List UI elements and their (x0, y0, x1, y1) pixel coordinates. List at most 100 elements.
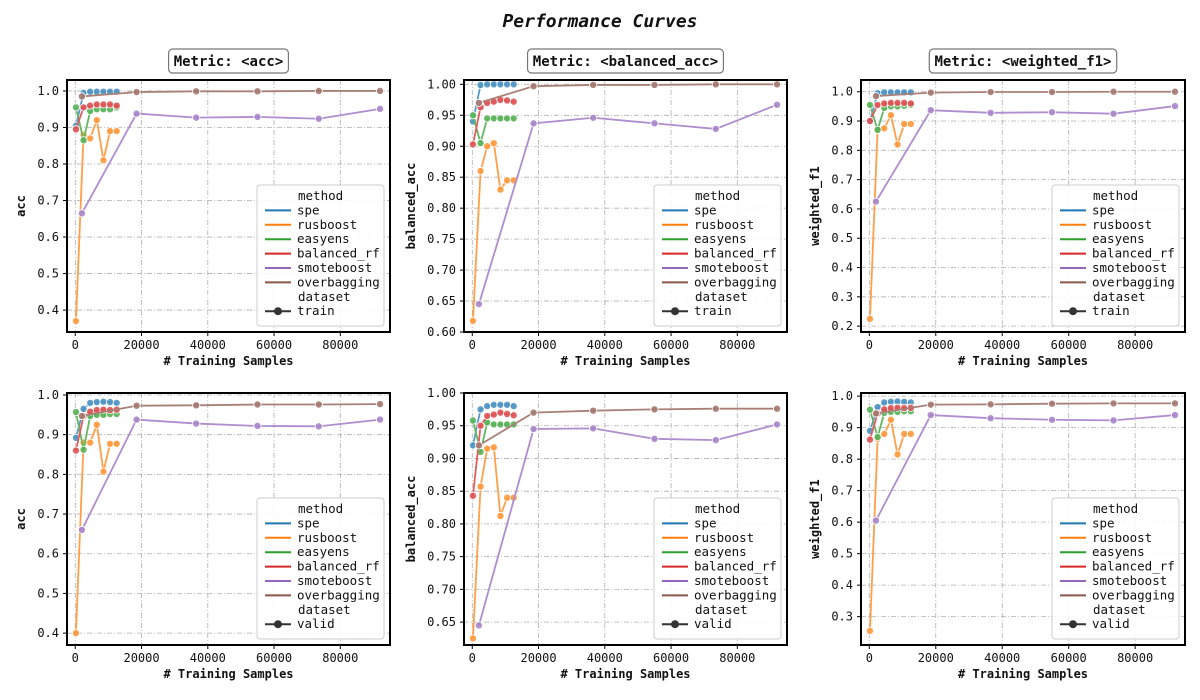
y-tick-label: 0.75 (427, 232, 456, 246)
legend-entry-smoteboost: smoteboost (1092, 260, 1167, 275)
data-point-overbagging (77, 92, 86, 101)
data-point-rusboost (483, 444, 492, 453)
legend-box (653, 184, 782, 327)
series-line-overbagging (81, 90, 381, 98)
data-point-overbagging (474, 98, 483, 107)
data-point-overbagging (1171, 399, 1180, 408)
data-point-smoteboost (253, 112, 262, 121)
series-line-overbagging (81, 403, 381, 417)
data-point-smoteboost (192, 113, 201, 122)
data-point-spe (509, 402, 518, 411)
data-point-overbagging (1109, 399, 1118, 408)
series-balanced_rf (865, 98, 915, 126)
legend-entry-easyens: easyens (297, 544, 350, 559)
legend-style-entry: valid (694, 616, 732, 631)
data-point-overbagging (589, 406, 598, 415)
data-point-overbagging (253, 87, 262, 96)
y-tick-label: 0.9 (37, 120, 59, 134)
data-point-rusboost (468, 316, 477, 325)
data-point-spe (489, 400, 498, 409)
series-line-smoteboost (81, 107, 381, 214)
data-point-smoteboost (711, 124, 720, 133)
data-point-spe (476, 80, 485, 89)
data-point-balanced_rf (483, 411, 492, 420)
data-point-smoteboost (871, 516, 880, 525)
y-axis-label: balanced_acc (404, 163, 419, 250)
x-tick-label: 60000 (1051, 651, 1087, 665)
data-point-easyens (71, 408, 80, 417)
legend-entry-overbagging: overbagging (297, 587, 380, 602)
data-point-smoteboost (986, 414, 995, 423)
data-point-smoteboost (77, 209, 86, 218)
data-point-rusboost (468, 634, 477, 643)
y-tick-label: 0.7 (831, 484, 853, 498)
data-point-spe (503, 400, 512, 409)
data-point-rusboost (496, 185, 505, 194)
data-point-spe (496, 400, 505, 409)
series-line-smoteboost (875, 414, 1176, 521)
y-tick-label: 0.95 (427, 419, 456, 433)
legend-entry-smoteboost: smoteboost (694, 260, 769, 275)
data-point-rusboost (71, 629, 80, 638)
y-axis-label: acc (14, 508, 28, 530)
legend: methodsperusboosteasyensbalanced_rfsmote… (256, 497, 385, 640)
legend-entry-rusboost: rusboost (297, 217, 357, 232)
x-tick-label: 40000 (587, 651, 623, 665)
data-point-spe (112, 398, 121, 407)
data-point-easyens (79, 136, 88, 145)
legend-style-entry: valid (297, 616, 335, 631)
data-point-balanced_rf (92, 100, 101, 109)
data-point-overbagging (376, 86, 385, 95)
data-point-easyens (496, 114, 505, 123)
data-point-balanced_rf (880, 99, 889, 108)
series-spe (71, 397, 121, 442)
data-point-overbagging (711, 80, 720, 89)
y-tick-label: 0.4 (37, 626, 59, 640)
data-point-rusboost (906, 429, 915, 438)
data-point-overbagging (589, 80, 598, 89)
data-point-spe (880, 398, 889, 407)
data-point-rusboost (906, 119, 915, 128)
data-point-balanced_rf (71, 446, 80, 455)
y-tick-label: 0.4 (37, 303, 59, 317)
data-point-balanced_rf (99, 100, 108, 109)
metric-title: Metric: <weighted_f1> (928, 48, 1118, 74)
data-point-balanced_rf (476, 421, 485, 430)
x-tick-label: 40000 (190, 651, 226, 665)
x-tick-label: 60000 (256, 338, 292, 352)
y-tick-label: 0.6 (37, 547, 59, 561)
data-point-spe (483, 80, 492, 89)
data-point-overbagging (871, 409, 880, 418)
data-point-overbagging (711, 404, 720, 413)
y-tick-label: 0.9 (37, 428, 59, 442)
data-point-spe (106, 398, 115, 407)
legend-entry-balanced_rf: balanced_rf (694, 559, 777, 574)
x-tick-label: 60000 (653, 338, 689, 352)
series-line-overbagging (875, 402, 1176, 415)
series-overbagging (77, 86, 385, 101)
x-tick-label: 20000 (123, 338, 159, 352)
x-tick-label: 40000 (984, 338, 1020, 352)
legend-entry-spe: spe (694, 515, 717, 530)
data-point-spe (99, 397, 108, 406)
legend-marker-dataset (274, 620, 282, 629)
data-point-rusboost (71, 317, 80, 326)
data-point-rusboost (503, 493, 512, 502)
data-point-overbagging (650, 80, 659, 89)
x-tick-label: 20000 (918, 651, 954, 665)
y-tick-label: 0.80 (427, 201, 456, 215)
legend-style-title: dataset (298, 289, 351, 304)
legend-entry-rusboost: rusboost (297, 530, 357, 545)
x-tick-label: 20000 (520, 338, 556, 352)
legend-entry-smoteboost: smoteboost (1092, 573, 1167, 588)
data-point-rusboost (893, 450, 902, 459)
y-tick-label: 0.8 (831, 452, 853, 466)
y-tick-label: 0.75 (427, 550, 456, 564)
series-balanced_rf (71, 100, 121, 134)
y-tick-label: 1.0 (831, 389, 853, 403)
data-point-balanced_rf (873, 100, 882, 109)
panel-train-acc: 0 20000 40000 60000 80000 0.4 0.5 0.6 0.7 0.8 0.9 1… (14, 48, 391, 368)
data-point-rusboost (900, 429, 909, 438)
x-tick-label: 0 (866, 651, 873, 665)
y-tick-label: 0.85 (427, 170, 456, 184)
